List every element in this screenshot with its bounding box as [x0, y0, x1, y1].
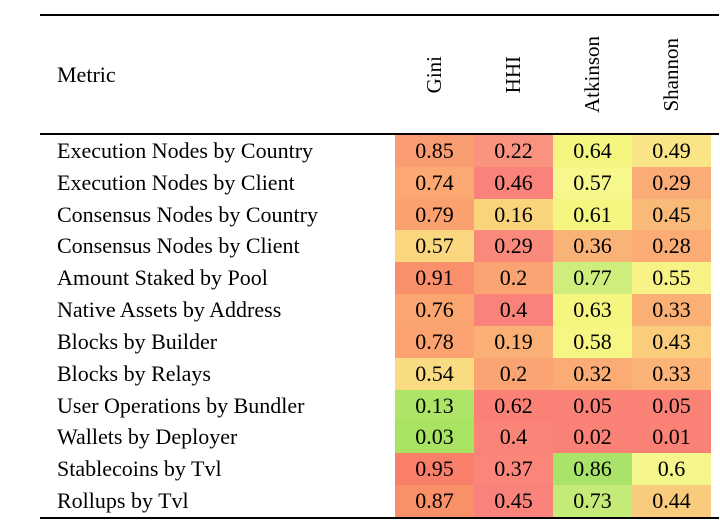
table-row: User Operations by Bundler 0.13 0.62 0.05 0.… — [40, 389, 719, 422]
table-row: Execution Nodes by Client 0.74 0.46 0.57 0.2… — [40, 166, 719, 199]
table-row: Rollups by Tvl 0.87 0.45 0.73 0.44 — [40, 485, 719, 517]
heatmap-value-cell: 0.01 — [632, 421, 711, 454]
metric-name: Execution Nodes by Client — [57, 169, 295, 195]
row-right-spacer — [711, 135, 719, 167]
heatmap-value-cell: 0.29 — [632, 166, 711, 199]
row-right-spacer — [711, 421, 719, 453]
metric-column-header: Metric — [57, 61, 116, 87]
heatmap-value-cell: 0.03 — [395, 421, 474, 454]
heatmap-value-cell: 0.49 — [632, 135, 711, 167]
metric-name: Rollups by Tvl — [57, 488, 189, 514]
metric-name: Wallets by Deployer — [57, 424, 238, 450]
heatmap-value-cell: 0.64 — [553, 135, 632, 167]
heatmap-value-cell: 0.57 — [553, 166, 632, 199]
table-row: Execution Nodes by Country 0.85 0.22 0.64 0.… — [40, 135, 719, 167]
table-row: Consensus Nodes by Client 0.57 0.29 0.36 0.2… — [40, 230, 719, 263]
heatmap-value-cell: 0.78 — [395, 325, 474, 358]
table-row: Wallets by Deployer 0.03 0.4 0.02 0.01 — [40, 421, 719, 454]
column-header-gini-label: Gini — [422, 55, 446, 94]
column-header-gini: Gini — [395, 16, 474, 133]
metric-name: Stablecoins by Tvl — [57, 456, 222, 482]
row-right-spacer — [711, 485, 719, 517]
heatmap-value-cell: 0.46 — [474, 166, 553, 199]
heatmap-value-cell: 0.43 — [632, 325, 711, 358]
heatmap-value-cell: 0.86 — [553, 453, 632, 486]
column-header-atkinson: Atkinson — [553, 16, 632, 133]
table-body: Execution Nodes by Country 0.85 0.22 0.64 0.… — [40, 135, 719, 517]
row-right-spacer — [711, 294, 719, 326]
heatmap-value-cell: 0.61 — [553, 198, 632, 231]
heatmap-value-cell: 0.32 — [553, 357, 632, 390]
metrics-heatmap-table: Metric Gini HHI Atkinson Shannon Executi… — [40, 14, 719, 519]
heatmap-value-cell: 0.74 — [395, 166, 474, 199]
column-header-shannon-label: Shannon — [659, 37, 683, 112]
heatmap-value-cell: 0.87 — [395, 485, 474, 517]
heatmap-value-cell: 0.16 — [474, 198, 553, 231]
metric-name: Native Assets by Address — [57, 297, 282, 323]
table-header-row: Metric Gini HHI Atkinson Shannon — [40, 16, 719, 135]
heatmap-value-cell: 0.45 — [632, 198, 711, 231]
row-right-spacer — [711, 326, 719, 358]
heatmap-value-cell: 0.2 — [474, 262, 553, 295]
heatmap-value-cell: 0.62 — [474, 389, 553, 422]
heatmap-value-cell: 0.29 — [474, 230, 553, 263]
metric-name: Blocks by Builder — [57, 328, 218, 354]
heatmap-value-cell: 0.85 — [395, 135, 474, 167]
heatmap-value-cell: 0.37 — [474, 453, 553, 486]
table-row: Amount Staked by Pool 0.91 0.2 0.77 0.55 — [40, 262, 719, 295]
heatmap-value-cell: 0.58 — [553, 325, 632, 358]
metric-name: User Operations by Bundler — [57, 392, 305, 418]
table-row: Stablecoins by Tvl 0.95 0.37 0.86 0.6 — [40, 453, 719, 486]
heatmap-value-cell: 0.05 — [632, 389, 711, 422]
row-right-spacer — [711, 167, 719, 199]
row-right-spacer — [711, 453, 719, 485]
heatmap-value-cell: 0.4 — [474, 421, 553, 454]
heatmap-value-cell: 0.45 — [474, 485, 553, 517]
heatmap-value-cell: 0.28 — [632, 230, 711, 263]
heatmap-value-cell: 0.2 — [474, 357, 553, 390]
column-header-hhi: HHI — [474, 16, 553, 133]
column-header-shannon: Shannon — [632, 16, 711, 133]
metric-name: Execution Nodes by Country — [57, 138, 314, 163]
table-row: Consensus Nodes by Country 0.79 0.16 0.61 0.… — [40, 198, 719, 231]
heatmap-value-cell: 0.44 — [632, 485, 711, 517]
metric-name: Consensus Nodes by Client — [57, 233, 300, 259]
table-bottom-rule — [40, 516, 719, 519]
heatmap-value-cell: 0.63 — [553, 294, 632, 326]
metric-name: Amount Staked by Pool — [57, 265, 268, 291]
heatmap-value-cell: 0.95 — [395, 453, 474, 486]
heatmap-value-cell: 0.33 — [632, 357, 711, 390]
column-header-atkinson-label: Atkinson — [580, 35, 604, 113]
heatmap-value-cell: 0.05 — [553, 389, 632, 422]
heatmap-value-cell: 0.79 — [395, 198, 474, 231]
heatmap-value-cell: 0.73 — [553, 485, 632, 517]
metric-name: Consensus Nodes by Country — [57, 201, 318, 227]
heatmap-value-cell: 0.19 — [474, 325, 553, 358]
header-right-spacer — [711, 16, 719, 133]
row-right-spacer — [711, 230, 719, 262]
heatmap-value-cell: 0.77 — [553, 262, 632, 295]
row-right-spacer — [711, 262, 719, 294]
heatmap-value-cell: 0.4 — [474, 294, 553, 326]
heatmap-value-cell: 0.6 — [632, 453, 711, 486]
heatmap-value-cell: 0.02 — [553, 421, 632, 454]
row-right-spacer — [711, 358, 719, 390]
row-right-spacer — [711, 390, 719, 422]
heatmap-value-cell: 0.91 — [395, 262, 474, 295]
table-row: Native Assets by Address 0.76 0.4 0.63 0.33 — [40, 294, 719, 326]
heatmap-value-cell: 0.54 — [395, 357, 474, 390]
heatmap-value-cell: 0.22 — [474, 135, 553, 167]
metric-name: Blocks by Relays — [57, 360, 211, 386]
heatmap-value-cell: 0.13 — [395, 389, 474, 422]
column-header-hhi-label: HHI — [501, 55, 525, 94]
heatmap-value-cell: 0.76 — [395, 294, 474, 326]
heatmap-value-cell: 0.33 — [632, 294, 711, 326]
row-right-spacer — [711, 199, 719, 231]
table-row: Blocks by Builder 0.78 0.19 0.58 0.43 — [40, 325, 719, 358]
table-row: Blocks by Relays 0.54 0.2 0.32 0.33 — [40, 357, 719, 390]
heatmap-value-cell: 0.57 — [395, 230, 474, 263]
heatmap-value-cell: 0.36 — [553, 230, 632, 263]
heatmap-value-cell: 0.55 — [632, 262, 711, 295]
